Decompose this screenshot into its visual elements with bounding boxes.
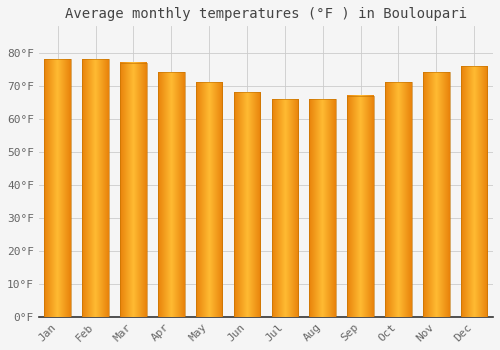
Bar	[310, 99, 336, 317]
Bar	[348, 96, 374, 317]
Bar	[120, 63, 146, 317]
Bar	[158, 72, 184, 317]
Bar	[234, 92, 260, 317]
Bar	[385, 82, 411, 317]
Bar	[44, 59, 71, 317]
Title: Average monthly temperatures (°F ) in Bouloupari: Average monthly temperatures (°F ) in Bo…	[65, 7, 467, 21]
Bar	[196, 82, 222, 317]
Bar	[272, 99, 298, 317]
Bar	[82, 59, 109, 317]
Bar	[461, 66, 487, 317]
Bar	[423, 72, 450, 317]
